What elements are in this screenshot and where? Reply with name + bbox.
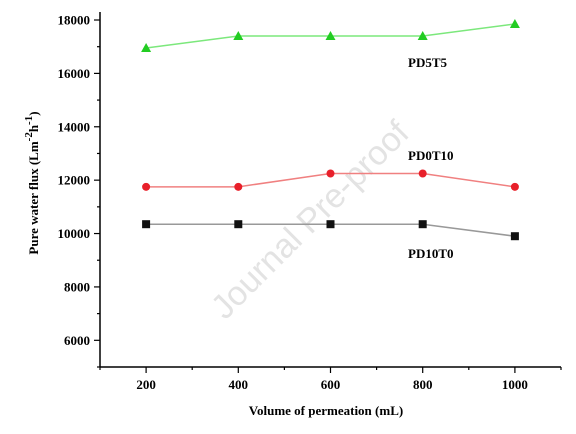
data-point (142, 220, 151, 229)
axes: 200 400 600 800 1000 6000 8000 10000 12000 14000 1… (58, 12, 562, 392)
x-tick-label: 400 (229, 377, 249, 392)
y-tick-label: 12000 (58, 173, 91, 188)
data-point (141, 43, 152, 53)
labels: PD5T5 PD0T10 PD10T0 (408, 55, 454, 261)
y-axis-label-mid: h (26, 124, 41, 132)
y-tick-label: 18000 (58, 13, 91, 28)
data-point (510, 182, 519, 191)
data-point (234, 182, 243, 191)
y-axis-label: Pure water flux (Lm-2h-1) (23, 111, 41, 254)
data-point (418, 220, 427, 229)
x-tick-label: 600 (321, 377, 341, 392)
y-axis-label-sup1: -2 (23, 132, 35, 142)
data-point (234, 220, 243, 229)
y-tick-label: 10000 (58, 226, 91, 241)
data-point (510, 232, 519, 241)
series-layer (141, 19, 520, 241)
y-axis-label-main: Pure water flux (Lm (26, 141, 41, 254)
watermark: Journal Pre-proof (204, 114, 417, 327)
data-point (233, 31, 244, 41)
y-tick-label: 14000 (58, 119, 91, 134)
y-tick-label: 6000 (64, 333, 90, 348)
x-tick-label: 1000 (502, 377, 528, 392)
y-axis-label-end: ) (26, 111, 41, 115)
y-axis-label-sup2: -1 (23, 116, 35, 125)
series-label: PD0T10 (408, 148, 454, 163)
data-point (509, 19, 520, 29)
series-PD0T10 (142, 169, 519, 191)
data-point (418, 169, 427, 178)
series-label: PD10T0 (408, 246, 454, 261)
y-tick-label: 16000 (58, 66, 91, 81)
y-tick-label: 8000 (64, 279, 90, 294)
data-point (326, 220, 335, 229)
data-point (417, 31, 428, 41)
data-point (325, 31, 336, 41)
x-tick-label: 800 (413, 377, 433, 392)
series-PD10T0 (142, 220, 519, 241)
data-point (326, 169, 335, 178)
x-axis-label: Volume of permeation (mL) (249, 403, 403, 418)
series-PD5T5 (141, 19, 520, 53)
x-tick-label: 200 (136, 377, 156, 392)
data-point (142, 182, 151, 191)
series-label: PD5T5 (408, 55, 448, 70)
